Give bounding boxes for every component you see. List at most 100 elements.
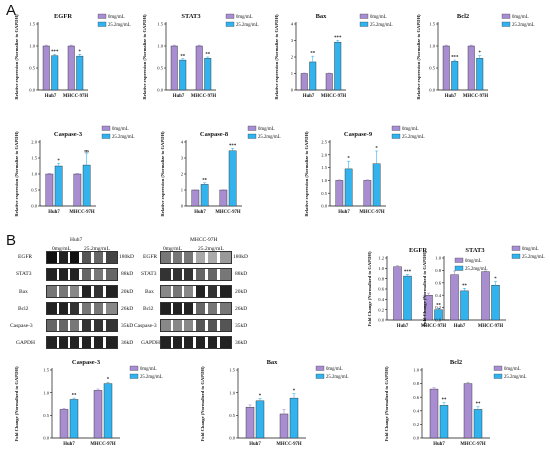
y-tick-label: 1 (181, 188, 184, 193)
x-tick-label: Huh7 (63, 442, 75, 447)
y-tick-label: 0.8 (378, 276, 384, 281)
y-tick-label: 0.0 (413, 436, 419, 441)
legend-label-0mg-ml: 0mg/mL (402, 127, 419, 132)
bar-25-2mg-ml-mhcc-97h (228, 150, 237, 207)
legend-label-25-2mg-ml: 25.2mg/mL (402, 135, 425, 140)
legend-swatch-0mg-ml (391, 125, 401, 131)
caspase8-chart-a: Caspase-8 Relative expression (Normalize … (160, 125, 281, 217)
y-axis-label: Relative expression (Normalize to GAPDH) (416, 14, 421, 100)
x-tick-label: MHCC-97H (63, 94, 89, 99)
significance-label: *** (51, 50, 59, 55)
x-tick-label: Huh7 (433, 442, 445, 447)
x-tick-label: MHCC-97H (69, 210, 95, 215)
legend-label-0mg-ml: 0mg/mL (522, 247, 539, 252)
legend-label-0mg-ml: 0mg/mL (258, 127, 275, 132)
x-tick-label: Huh7 (249, 442, 261, 447)
legend-label-0mg-ml: 0mg/mL (112, 127, 129, 132)
blot-mhcc-size-gapdh: 36kD (235, 340, 248, 346)
y-tick-label: 0.0 (31, 204, 37, 209)
y-axis-label: Relative expression (Normalize to GAPDH) (14, 131, 19, 217)
legend-swatch-25-2mg-ml (391, 133, 401, 139)
y-tick-label: 3 (291, 38, 294, 43)
x-tick-label: MHCC-97H (90, 442, 116, 447)
significance-label: ** (436, 304, 441, 309)
y-tick-label: 0.4 (435, 293, 441, 298)
y-axis-label: Relative expression (Normalize to GAPDH) (274, 14, 279, 100)
chart-title: STAT3 (181, 13, 201, 20)
blot-mhcc-group1: 25.2mg/mL (198, 246, 224, 252)
x-tick-label: Huh7 (397, 324, 409, 329)
y-tick-label: 2 (291, 55, 294, 60)
significance-label: * (479, 51, 482, 56)
y-tick-label: 1.0 (29, 44, 35, 49)
legend-swatch-25-2mg-ml (101, 133, 111, 139)
y-tick-label: 1 (291, 71, 294, 76)
x-tick-label: Huh7 (303, 94, 315, 99)
blot-huh7-protein-stat3: STAT3 (16, 271, 32, 277)
blot-huh7-title: Huh7 (70, 237, 83, 243)
y-tick-label: 1.0 (157, 44, 163, 49)
legend-swatch-0mg-ml (493, 365, 503, 371)
blot-huh7-protein-gapdh: GAPDH (16, 340, 35, 346)
x-tick-label: MHCC-97H (421, 324, 447, 329)
y-tick-label: 1.0 (43, 390, 49, 395)
x-tick-label: MHCC-97H (478, 324, 504, 329)
bar-0mg-ml-mhcc-97h (463, 383, 473, 439)
blot-mhcc-band-stat3 (160, 268, 232, 281)
x-tick-label: MHCC-97H (276, 442, 302, 447)
legend-label-0mg-ml: 0mg/mL (140, 367, 157, 372)
caspase3-chart-b: Caspase-3 Fold Change (Normalized to GAPD… (14, 359, 163, 447)
legend-swatch-25-2mg-ml (97, 21, 107, 27)
blot-mhcc-band-bcl2 (160, 302, 232, 315)
blot-huh7-protein-bcl2: Bcl2 (18, 306, 29, 312)
significance-label: ** (476, 402, 481, 407)
y-tick-label: 2.5 (321, 140, 327, 145)
y-tick-label: 1.5 (157, 22, 163, 27)
y-tick-label: 0.0 (29, 88, 35, 93)
chart-title: Bcl2 (457, 13, 469, 20)
legend-swatch-0mg-ml (101, 125, 111, 131)
chart-title: Caspase-3 (54, 131, 83, 138)
legend-label-0mg-ml: 0mg/mL (465, 259, 482, 264)
blot-huh7-band-stat3 (46, 268, 118, 281)
blot-mhcc-size-egfr: 180kD (233, 254, 248, 260)
significance-label: ns (84, 149, 89, 154)
y-tick-label: 0.0 (435, 318, 441, 323)
blot-mhcc-protein-caspase3: Caspase-3 (134, 323, 157, 329)
caspase9-chart-a: Caspase-9 Relative expression (Normalize … (304, 125, 425, 217)
significance-label: ** (205, 53, 210, 58)
y-tick-label: 2 (181, 172, 184, 177)
bar-25-2mg-ml-mhcc-97h (473, 409, 483, 439)
legend-label-25-2mg-ml: 25.2mg/mL (504, 375, 527, 380)
significance-label: ** (72, 394, 77, 399)
x-tick-label: Huh7 (173, 94, 185, 99)
blot-mhcc-size-bcl2: 26kD (235, 306, 248, 312)
y-tick-label: 4 (181, 140, 184, 145)
legend-label-0mg-ml: 0mg/mL (504, 367, 521, 372)
blot-huh7-protein-caspase3: Caspase-3 (10, 323, 33, 329)
bar-0mg-ml-mhcc-97h (424, 295, 433, 321)
y-tick-label: 0.0 (157, 88, 163, 93)
blot-mhcc-group0: 0mg/mL (163, 246, 182, 252)
blot-mhcc-protein-gapdh: GAPDH (141, 340, 160, 346)
y-axis-label: Fold Change (Normalized to GAPDH) (367, 251, 372, 326)
x-tick-label: MHCC-97H (321, 94, 347, 99)
bar-0mg-ml-huh7 (429, 388, 439, 439)
y-axis-label: Fold Change (Normalized to GAPDH) (422, 251, 427, 326)
legend-label-25-2mg-ml: 25.2mg/mL (522, 255, 545, 260)
y-tick-label: 1.0 (429, 44, 435, 49)
legend-swatch-0mg-ml (315, 365, 325, 371)
blot-huh7-band-bcl2 (46, 302, 118, 315)
chart-title: Caspase-8 (200, 131, 229, 138)
bax-chart-a: Bax Relative expression (Normalize to GAP… (274, 13, 393, 100)
y-tick-label: 0.5 (429, 66, 435, 71)
y-tick-label: 0.8 (435, 268, 441, 273)
y-tick-label: 3 (181, 156, 184, 161)
y-tick-label: 0.6 (435, 280, 441, 285)
blot-huh7-size-stat3: 88kD (121, 271, 134, 277)
legend-swatch-0mg-ml (501, 13, 511, 19)
significance-label: *** (451, 56, 459, 61)
legend-swatch-25-2mg-ml (315, 373, 325, 379)
bar-25-2mg-ml-huh7 (344, 168, 353, 207)
